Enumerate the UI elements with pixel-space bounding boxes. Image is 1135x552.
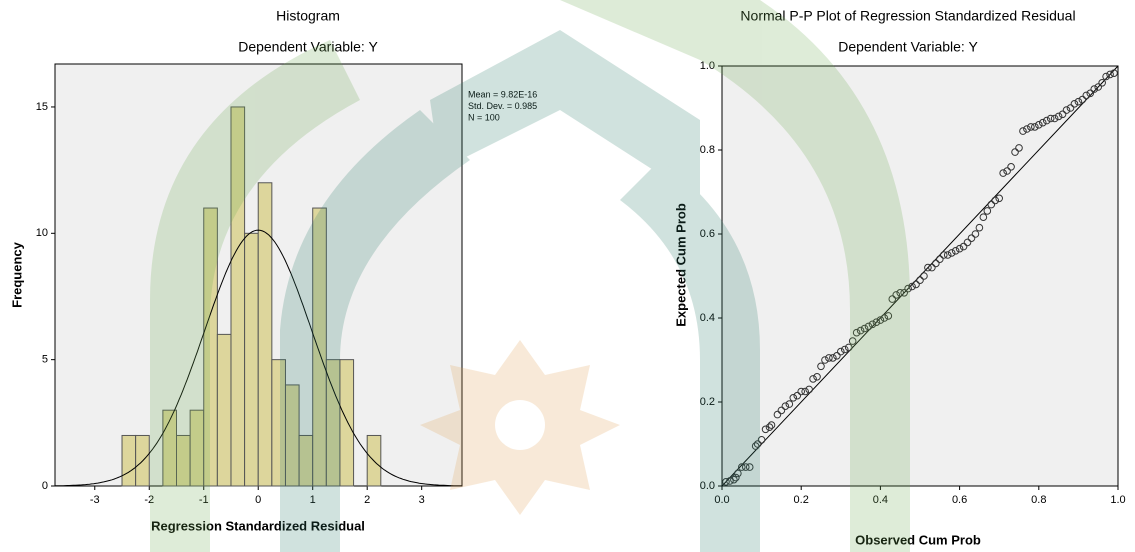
x-axis-label: Observed Cum Prob [855,532,981,547]
chart-subtitle: Dependent Variable: Y [838,39,978,55]
x-tick-label: -2 [144,494,154,506]
y-tick-label: 0.8 [700,144,715,156]
stats-annotation: Mean = 9.82E-16 [468,89,537,99]
x-tick-label: -1 [199,494,209,506]
chart-subtitle: Dependent Variable: Y [238,39,378,55]
y-tick-label: 0.2 [700,396,715,408]
y-tick-label: 0.6 [700,228,715,240]
bar [163,410,177,486]
bar [313,208,327,486]
pp-plot-chart: Normal P-P Plot of Regression Standardiz… [673,8,1125,548]
x-tick-label: 1.0 [1110,494,1125,506]
y-tick-label: 0.0 [700,480,715,492]
bar [245,233,259,486]
bar [285,385,299,486]
stats-annotation: Std. Dev. = 0.985 [468,101,537,111]
x-tick-label: 0 [255,494,261,506]
x-tick-label: 0.0 [714,494,729,506]
x-tick-label: -3 [90,494,100,506]
bar [258,183,272,486]
bar [177,435,191,486]
bar [190,410,204,486]
bar [272,360,286,486]
y-axis-label: Expected Cum Prob [673,203,688,327]
x-tick-label: 0.8 [1031,494,1046,506]
y-tick-label: 0 [42,480,48,492]
chart-title: Histogram [276,8,340,24]
y-tick-label: 1.0 [700,60,715,72]
x-axis-label: Regression Standardized Residual [151,518,365,533]
y-tick-label: 0.4 [700,312,715,324]
x-tick-label: 0.2 [794,494,809,506]
page: Histogram Dependent Variable: Y Regressi… [0,0,1135,552]
y-tick-label: 5 [42,354,48,366]
bar [217,334,231,486]
x-tick-label: 2 [364,494,370,506]
x-tick-label: 0.6 [952,494,967,506]
bar [340,360,354,486]
x-tick-label: 1 [310,494,316,506]
chart-title: Normal P-P Plot of Regression Standardiz… [740,8,1075,24]
bar [231,107,245,486]
x-tick-label: 0.4 [873,494,888,506]
bar [122,435,136,486]
y-tick-label: 10 [36,227,48,239]
bar [299,435,313,486]
bar [204,208,218,486]
histogram-chart: Histogram Dependent Variable: Y Regressi… [9,8,537,534]
bar [326,360,340,486]
y-tick-label: 15 [36,101,48,113]
y-axis-label: Frequency [9,241,24,308]
x-tick-label: 3 [419,494,425,506]
stats-annotation: N = 100 [468,112,500,122]
